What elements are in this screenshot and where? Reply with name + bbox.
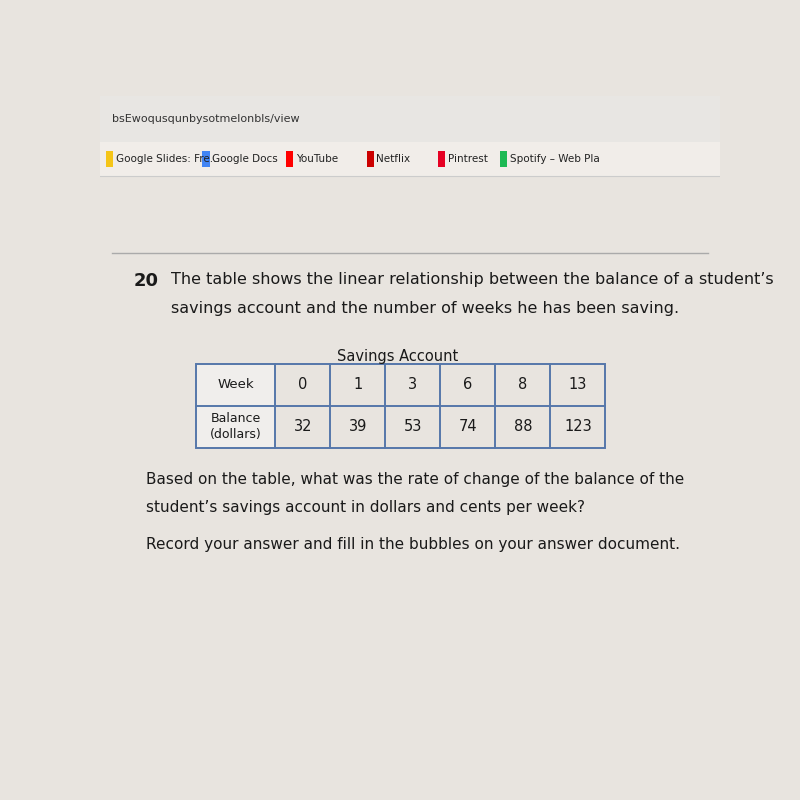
- Bar: [286, 151, 294, 167]
- Text: 8: 8: [518, 378, 527, 393]
- Bar: [196, 364, 606, 448]
- Text: 74: 74: [458, 419, 477, 434]
- Text: 32: 32: [294, 419, 312, 434]
- Text: Spotify – Web Pla: Spotify – Web Pla: [510, 154, 599, 164]
- Text: The table shows the linear relationship between the balance of a student’s: The table shows the linear relationship …: [171, 271, 774, 286]
- Text: 39: 39: [349, 419, 367, 434]
- Text: student’s savings account in dollars and cents per week?: student’s savings account in dollars and…: [146, 500, 586, 515]
- Bar: [202, 151, 210, 167]
- Text: bsEwoqusqunbysotmelonbls/view: bsEwoqusqunbysotmelonbls/view: [112, 114, 300, 124]
- Text: 53: 53: [404, 419, 422, 434]
- Text: 0: 0: [298, 378, 308, 393]
- Text: 3: 3: [408, 378, 418, 393]
- Bar: [100, 96, 720, 142]
- Text: 20: 20: [134, 271, 159, 290]
- Bar: [366, 151, 374, 167]
- Text: savings account and the number of weeks he has been saving.: savings account and the number of weeks …: [171, 301, 679, 316]
- Text: Netflix: Netflix: [376, 154, 410, 164]
- Text: 88: 88: [514, 419, 532, 434]
- Text: 123: 123: [564, 419, 592, 434]
- Text: Balance
(dollars): Balance (dollars): [210, 412, 262, 442]
- Text: Based on the table, what was the rate of change of the balance of the: Based on the table, what was the rate of…: [146, 472, 685, 487]
- Bar: [500, 151, 507, 167]
- Bar: [100, 142, 720, 176]
- Text: Google Slides: Fre...: Google Slides: Fre...: [116, 154, 220, 164]
- Text: 1: 1: [354, 378, 362, 393]
- Text: Pintrest: Pintrest: [447, 154, 487, 164]
- Text: Google Docs: Google Docs: [212, 154, 278, 164]
- Text: YouTube: YouTube: [296, 154, 338, 164]
- Text: 13: 13: [569, 378, 587, 393]
- Bar: [196, 364, 275, 448]
- Text: Week: Week: [218, 378, 254, 391]
- Bar: [438, 151, 445, 167]
- Bar: [106, 151, 114, 167]
- Text: 6: 6: [463, 378, 473, 393]
- Text: Savings Account: Savings Account: [337, 349, 458, 363]
- Text: Record your answer and fill in the bubbles on your answer document.: Record your answer and fill in the bubbl…: [146, 537, 681, 552]
